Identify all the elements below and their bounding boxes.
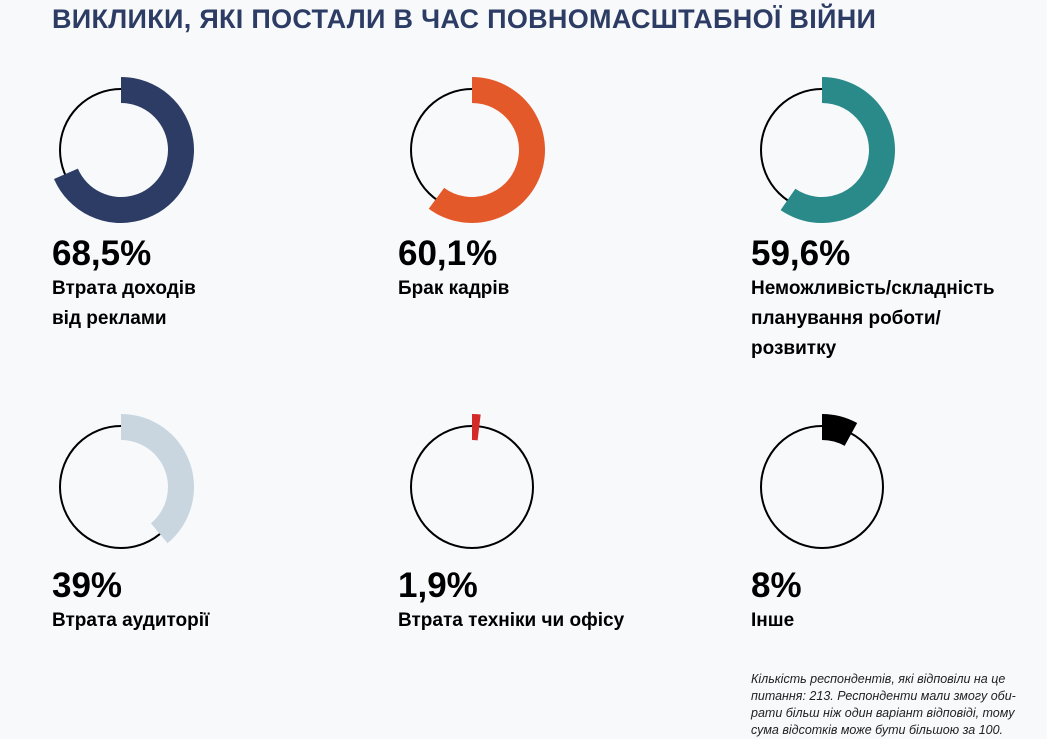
category-label-6: Інше <box>751 610 795 631</box>
donut-track-5 <box>410 425 534 549</box>
donut-track-6 <box>760 425 884 549</box>
category-label-2: Брак кадрів <box>398 278 510 299</box>
category-label-3: Неможливість/складність планування роботи… <box>751 278 995 359</box>
value-label-6: 8% <box>751 566 802 605</box>
donut-segment-2 <box>428 77 545 223</box>
value-label-5: 1,9% <box>398 566 478 605</box>
value-label-4: 39% <box>52 566 123 605</box>
page-title: ВИКЛИКИ, ЯКІ ПОСТАЛИ В ЧАС ПОВНОМАСШТАБН… <box>52 4 877 34</box>
category-label-1: Втрата доходів від реклами <box>52 278 196 329</box>
footnote: Кількість респондентів, які відповіли на… <box>751 672 1016 737</box>
category-label-4: Втрата аудиторії <box>52 610 210 631</box>
value-label-1: 68,5% <box>52 234 152 273</box>
donut-segment-3 <box>780 77 895 223</box>
value-label-3: 59,6% <box>751 234 851 273</box>
donut-segment-5 <box>472 414 481 441</box>
donut-segment-1 <box>54 77 195 223</box>
value-label-2: 60,1% <box>398 234 498 273</box>
category-label-5: Втрата техніки чи офісу <box>398 610 625 631</box>
donut-segment-6 <box>822 414 858 446</box>
donut-segment-4 <box>121 414 194 544</box>
